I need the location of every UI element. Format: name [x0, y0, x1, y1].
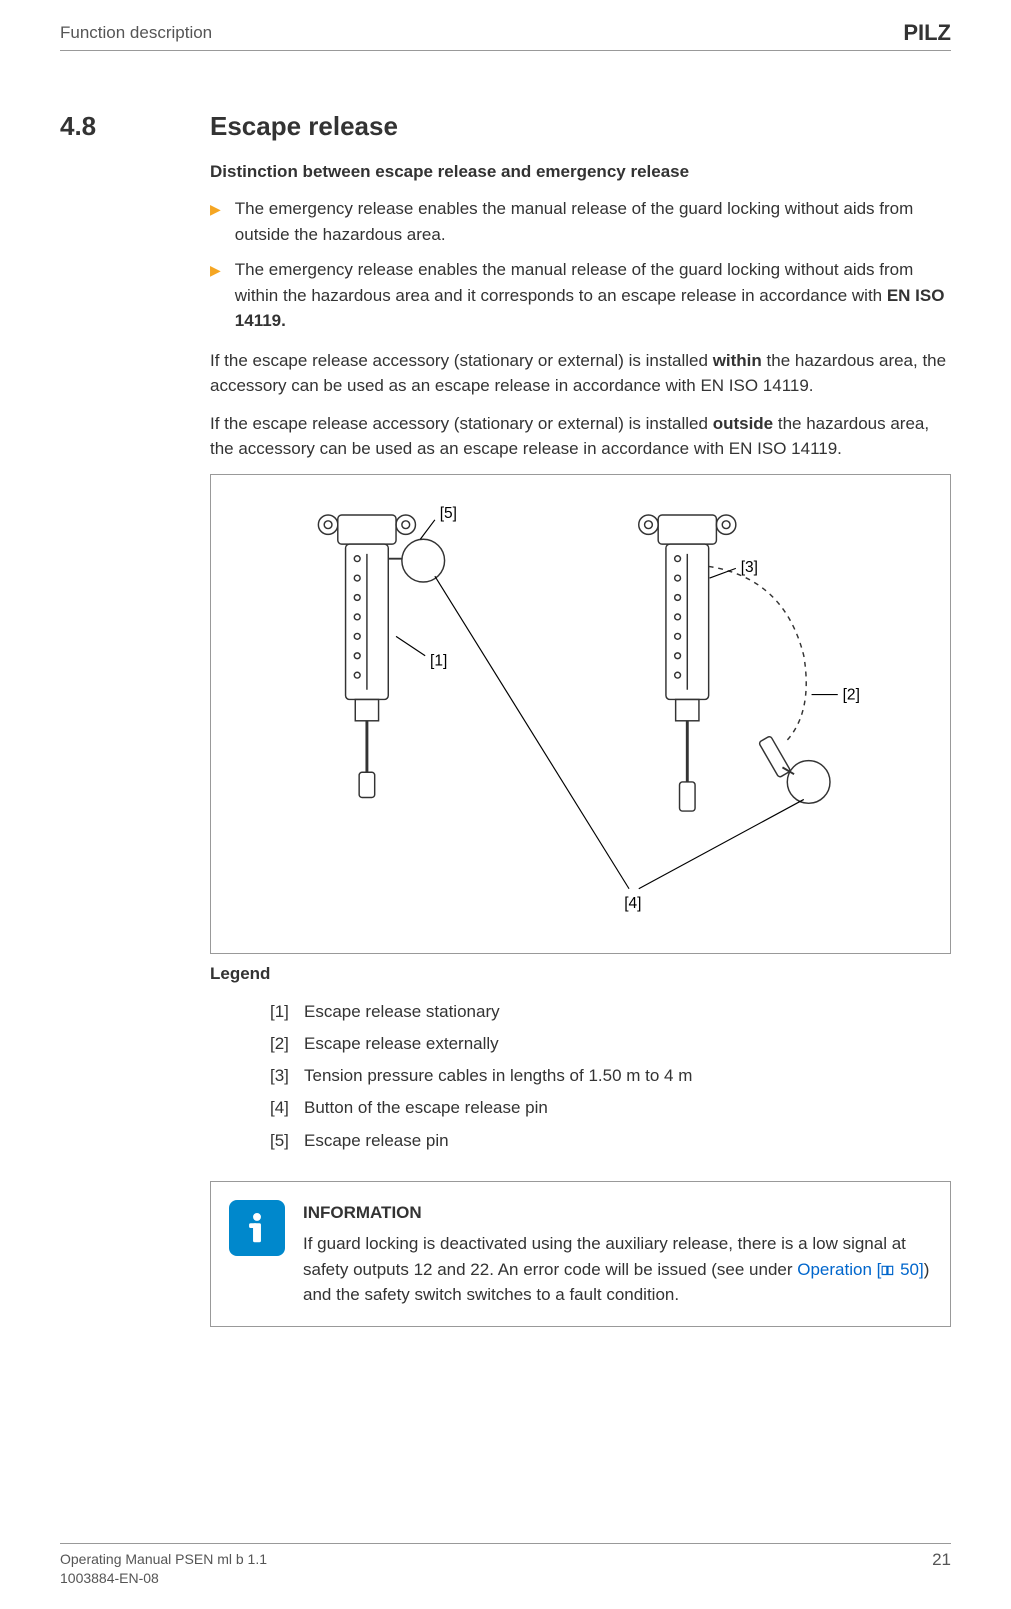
bullet-list: ▶ The emergency release enables the manu…	[210, 196, 951, 334]
section-number: 4.8	[60, 111, 210, 142]
bullet-text: The emergency release enables the manual…	[235, 196, 951, 247]
bullet-text: The emergency release enables the manual…	[235, 257, 951, 334]
figure-diagram: [5] [1] [3] [2] [4]	[210, 474, 951, 954]
figure-label: [1]	[430, 652, 447, 669]
bullet-marker-icon: ▶	[210, 199, 221, 247]
footer-doc-title: Operating Manual PSEN ml b 1.1	[60, 1550, 267, 1570]
legend-item: [4] Button of the escape release pin	[270, 1092, 951, 1124]
header-title: Function description	[60, 23, 212, 43]
figure-label: [2]	[843, 686, 860, 703]
page-footer: Operating Manual PSEN ml b 1.1 1003884-E…	[60, 1543, 951, 1589]
figure-label: [3]	[741, 559, 758, 576]
section-heading: 4.8 Escape release	[60, 111, 951, 142]
page-header: Function description PILZ	[60, 20, 951, 51]
cross-reference-link[interactable]: Operation [ 50]	[797, 1260, 923, 1279]
legend-item: [3] Tension pressure cables in lengths o…	[270, 1060, 951, 1092]
legend-heading: Legend	[210, 964, 951, 984]
footer-doc-id: 1003884-EN-08	[60, 1569, 267, 1589]
brand-logo: PILZ	[903, 20, 951, 46]
paragraph: If the escape release accessory (station…	[210, 348, 951, 399]
figure-label: [5]	[440, 504, 457, 521]
bullet-marker-icon: ▶	[210, 260, 221, 334]
legend-item: [5] Escape release pin	[270, 1125, 951, 1157]
paragraph: If the escape release accessory (station…	[210, 411, 951, 462]
legend-list: [1] Escape release stationary [2] Escape…	[270, 996, 951, 1157]
info-icon	[229, 1200, 285, 1256]
list-item: ▶ The emergency release enables the manu…	[210, 257, 951, 334]
subsection-subtitle: Distinction between escape release and e…	[210, 162, 951, 182]
page-number: 21	[932, 1550, 951, 1570]
information-callout: INFORMATION If guard locking is deactiva…	[210, 1181, 951, 1327]
list-item: ▶ The emergency release enables the manu…	[210, 196, 951, 247]
section-title: Escape release	[210, 111, 398, 142]
info-heading: INFORMATION	[303, 1200, 932, 1226]
legend-item: [2] Escape release externally	[270, 1028, 951, 1060]
figure-label: [4]	[624, 895, 641, 912]
info-content: INFORMATION If guard locking is deactiva…	[303, 1200, 932, 1308]
legend-item: [1] Escape release stationary	[270, 996, 951, 1028]
